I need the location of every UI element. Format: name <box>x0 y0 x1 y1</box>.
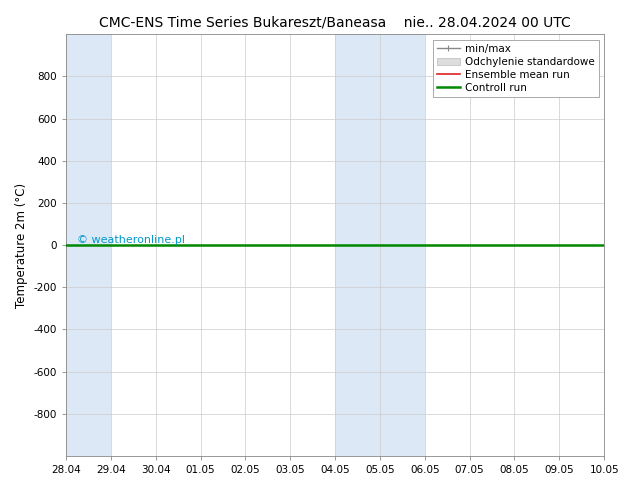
Bar <box>66 34 111 456</box>
Y-axis label: Temperature 2m (°C): Temperature 2m (°C) <box>15 183 28 308</box>
Bar <box>335 34 380 456</box>
Title: CMC-ENS Time Series Bukareszt/Baneasa    nie.. 28.04.2024 00 UTC: CMC-ENS Time Series Bukareszt/Baneasa ni… <box>99 15 571 29</box>
Legend: min/max, Odchylenie standardowe, Ensemble mean run, Controll run: min/max, Odchylenie standardowe, Ensembl… <box>433 40 599 97</box>
Text: © weatheronline.pl: © weatheronline.pl <box>77 235 184 245</box>
Bar <box>380 34 425 456</box>
